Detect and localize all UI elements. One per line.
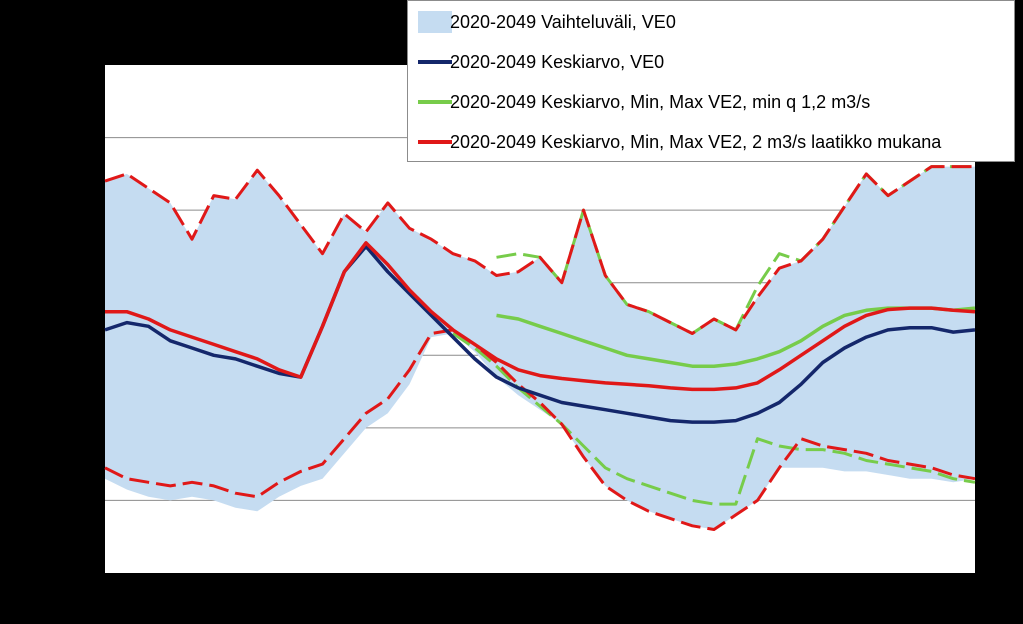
legend-item-red: 2020-2049 Keskiarvo, Min, Max VE2, 2 m3/… — [408, 123, 1014, 161]
legend-swatch-range — [418, 11, 452, 33]
legend-swatch-mean-ve0 — [418, 60, 452, 64]
series-3-mean-line — [105, 241, 976, 392]
legend-label-green: 2020-2049 Keskiarvo, Min, Max VE2, min q… — [450, 91, 871, 112]
legend-label-range: 2020-2049 Vaihteluväli, VE0 — [450, 11, 676, 32]
legend-swatch-red — [418, 140, 452, 144]
legend-item-range: 2020-2049 Vaihteluväli, VE0 — [408, 3, 1014, 41]
legend-label-mean-ve0: 2020-2049 Keskiarvo, VE0 — [450, 51, 665, 72]
series-4-min-line — [452, 332, 976, 506]
legend-item-mean-ve0: 2020-2049 Keskiarvo, VE0 — [408, 43, 1014, 81]
legend: 2020-2049 Vaihteluväli, VE0 2020-2049 Ke… — [407, 0, 1015, 162]
legend-item-green: 2020-2049 Keskiarvo, Min, Max VE2, min q… — [408, 83, 1014, 121]
legend-label-red: 2020-2049 Keskiarvo, Min, Max VE2, 2 m3/… — [450, 131, 942, 152]
series-lines — [104, 165, 976, 531]
series-1-mean-line — [104, 244, 976, 424]
series-5-min-line — [104, 328, 976, 531]
legend-swatch-green — [418, 100, 452, 104]
series-5-max-line — [104, 165, 975, 335]
